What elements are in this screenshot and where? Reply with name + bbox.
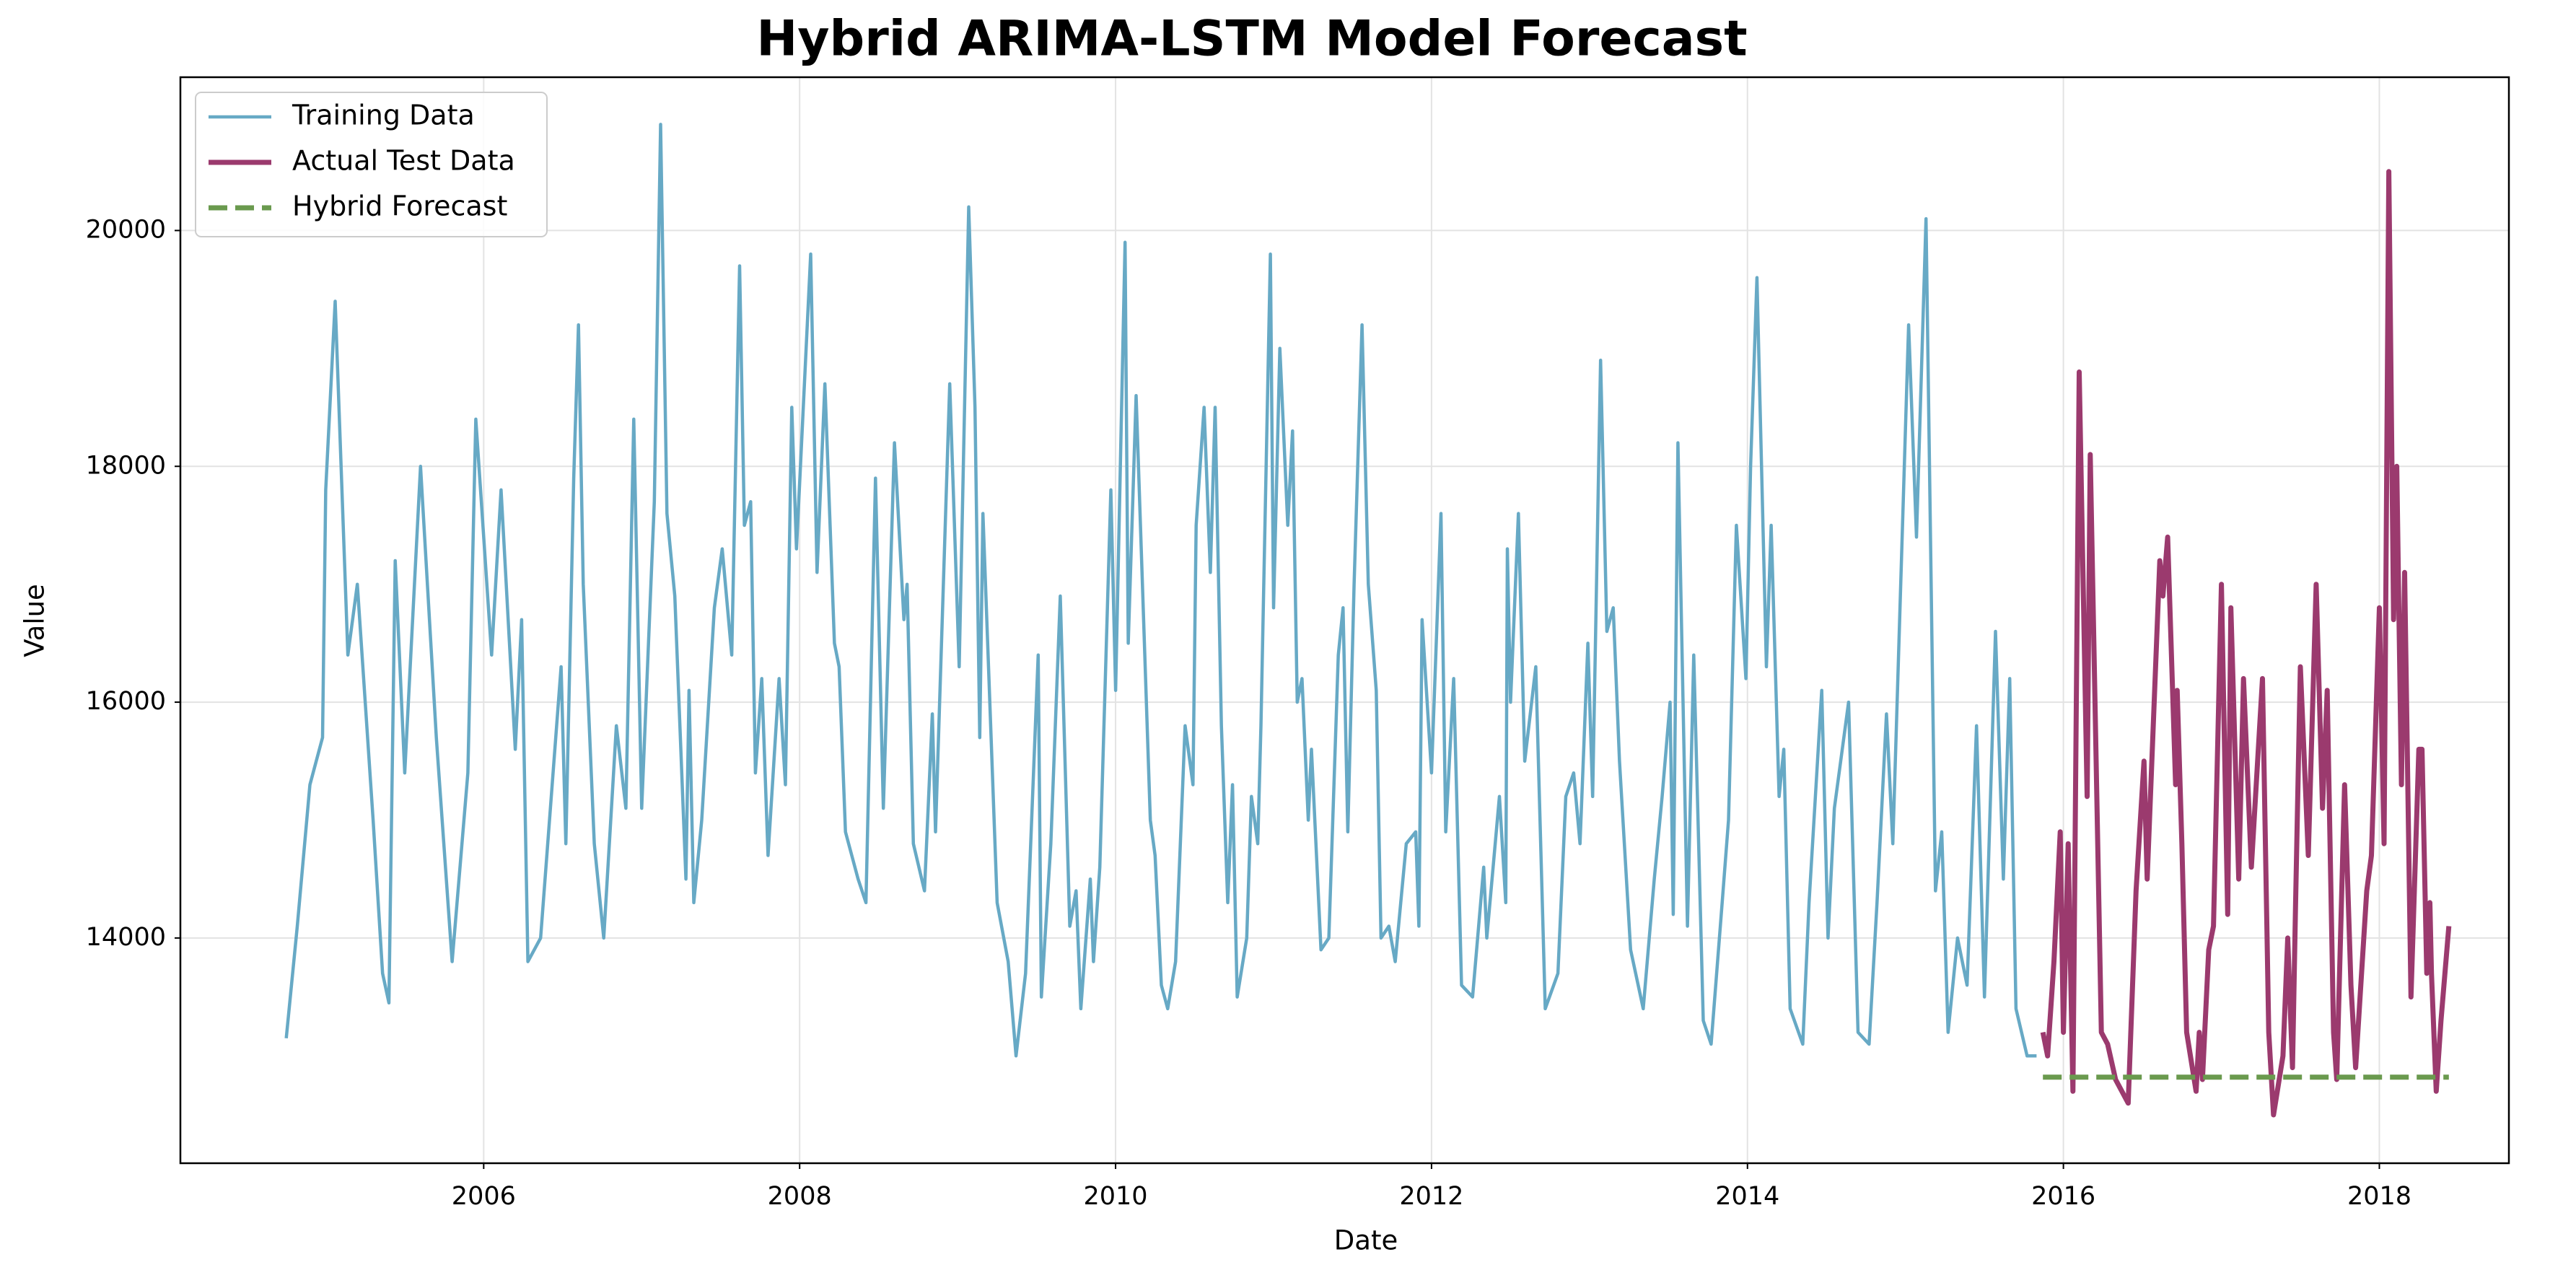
plot-area [284, 123, 2452, 1118]
x-tick-label: 2012 [1399, 1182, 1463, 1211]
series-line [2040, 169, 2452, 1118]
x-tick-label: 2006 [452, 1182, 516, 1211]
legend-box [195, 92, 548, 237]
x-tick-label: 2014 [1715, 1182, 1779, 1211]
y-tick-label: 16000 [86, 687, 166, 716]
y-tick-label: 20000 [86, 215, 166, 244]
chart-title: Hybrid ARIMA-LSTM Model Forecast [756, 11, 1747, 68]
x-tick-label: 2018 [2347, 1182, 2411, 1211]
legend: Training Data Actual Test Data Hybrid Fore… [195, 92, 548, 237]
series-line [284, 123, 2037, 1058]
axes-frame [179, 76, 2510, 1165]
y-axis-label: Value [19, 584, 51, 657]
legend-label: Actual Test Data [292, 145, 515, 177]
x-tick-label: 2016 [2031, 1182, 2095, 1211]
ticks: 2006 2008 2010 2012 2014 2016 2018 14000 16000 18… [86, 215, 2411, 1211]
x-axis-label: Date [1334, 1225, 1398, 1256]
y-tick-label: 14000 [86, 923, 166, 952]
legend-label: Hybrid Forecast [292, 191, 507, 222]
x-tick-label: 2010 [1084, 1182, 1148, 1211]
legend-label: Training Data [292, 100, 475, 131]
y-tick-label: 18000 [86, 451, 166, 480]
x-tick-label: 2008 [768, 1182, 832, 1211]
